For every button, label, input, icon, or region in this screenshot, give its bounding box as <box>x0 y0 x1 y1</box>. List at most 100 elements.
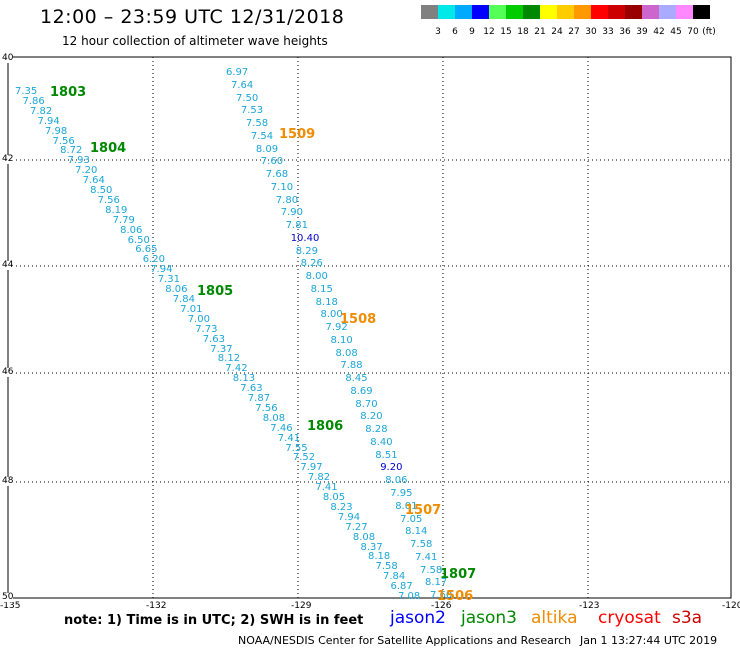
wave-height-value: 8.70 <box>355 398 378 410</box>
legend-swatch <box>438 5 455 19</box>
wave-height-value: 7.86 <box>22 95 45 107</box>
legend-label: 39 <box>636 27 648 37</box>
mission-altika: altika <box>531 608 578 628</box>
wave-height-value: 7.50 <box>236 92 259 104</box>
lon-tick-label: -135 <box>0 601 21 611</box>
wave-height-value: 7.93 <box>67 155 90 167</box>
map-frame <box>7 56 732 599</box>
lat-tick-label: 50 <box>2 592 14 602</box>
pass-time-label: 1805 <box>197 284 234 299</box>
lon-tick-label: -132 <box>146 601 167 611</box>
wave-height-value: 8.15 <box>310 283 333 295</box>
legend-label: 18 <box>517 27 529 37</box>
pass-time-label: 1509 <box>279 127 316 142</box>
wave-height-value: 8.23 <box>330 501 353 513</box>
legend-label: 45 <box>670 27 682 37</box>
wave-height-value: 7.90 <box>280 207 303 219</box>
legend-swatch <box>557 5 574 19</box>
legend-label: 3 <box>435 27 441 37</box>
wave-height-value: 8.06 <box>385 475 408 487</box>
wave-height-value: 7.88 <box>340 360 363 372</box>
wave-height-value: 9.20 <box>380 462 403 474</box>
legend-unit: (ft) <box>702 27 716 37</box>
wave-height-value: 8.40 <box>370 436 393 448</box>
wave-height-value: 8.09 <box>255 143 279 155</box>
legend-label: 36 <box>619 27 631 37</box>
legend-swatch <box>591 5 608 19</box>
footer-note: note: 1) Time is in UTC; 2) SWH is in fe… <box>64 613 364 628</box>
lon-tick-label: -123 <box>579 601 600 611</box>
wave-height-value: 7.92 <box>325 322 348 334</box>
legend-label: 24 <box>551 27 563 37</box>
wave-height-value: 7.84 <box>383 571 406 583</box>
page-subtitle: 12 hour collection of altimeter wave hei… <box>62 34 328 48</box>
wave-height-value: 8.13 <box>232 373 256 385</box>
legend-swatch <box>642 5 659 19</box>
wave-height-value: 8.00 <box>320 309 343 321</box>
legend-swatch <box>506 5 523 19</box>
wave-height-value: 8.51 <box>375 449 398 461</box>
wave-height-value: 7.41 <box>415 551 438 563</box>
wave-height-value: 8.14 <box>405 526 428 538</box>
wave-height-value: 8.19 <box>105 204 128 216</box>
wave-height-value: 8.12 <box>217 353 241 365</box>
generated-timestamp: Jan 1 13:27:44 UTC 2019 <box>580 634 718 647</box>
wave-height-value: 8.72 <box>60 145 83 157</box>
wave-height-value: 7.63 <box>202 333 225 345</box>
wave-height-value: 8.06 <box>120 224 143 236</box>
legend-swatch <box>489 5 506 19</box>
wave-height-value: 6.65 <box>135 244 158 256</box>
legend-swatch <box>421 5 438 19</box>
wave-height-value: 8.20 <box>360 411 383 423</box>
wave-height-value: 8.05 <box>322 492 346 503</box>
wave-height-value: 6.20 <box>142 254 165 266</box>
wave-height-value: 7.58 <box>245 118 269 129</box>
wave-height-value: 7.63 <box>240 383 263 395</box>
wave-height-value: 6.50 <box>127 234 150 246</box>
legend-swatch <box>659 5 676 19</box>
lat-tick-label: 46 <box>2 367 14 377</box>
wave-height-value: 8.69 <box>350 385 373 397</box>
legend-label: 6 <box>452 27 458 37</box>
pass-time-label: 1804 <box>90 141 127 156</box>
wave-height-value: 7.20 <box>75 165 98 177</box>
wave-height-value: 8.10 <box>330 334 353 346</box>
wave-height-value: 8.29 <box>295 245 318 257</box>
legend-label: 30 <box>585 27 597 37</box>
legend-label: 12 <box>483 27 495 37</box>
wave-height-value: 7.08 <box>398 591 421 602</box>
wave-height-value: 8.50 <box>90 185 113 196</box>
wave-height-value: 8.18 <box>368 551 391 563</box>
wave-height-value: 7.53 <box>240 105 264 117</box>
legend-label: 70 <box>687 27 699 37</box>
wave-height-value: 7.35 <box>15 86 38 97</box>
wave-height-value: 7.37 <box>210 343 233 355</box>
wave-height-value: 7.56 <box>52 135 75 147</box>
lat-tick-label: 48 <box>2 476 14 486</box>
wave-height-value: 7.95 <box>390 488 413 499</box>
wave-height-value: 7.80 <box>275 194 299 206</box>
wave-height-value: 7.05 <box>400 513 423 525</box>
wave-height-value: 7.54 <box>250 130 274 142</box>
legend-swatch <box>574 5 591 19</box>
wave-height-value: 7.46 <box>270 422 293 434</box>
wave-height-value: 7.79 <box>112 214 135 226</box>
wave-height-value: 7.82 <box>30 105 53 117</box>
legend-label: 21 <box>534 27 546 37</box>
wave-height-value: 7.84 <box>172 293 195 305</box>
wave-height-value: 8.18 <box>315 296 338 308</box>
wave-height-value: 7.58 <box>420 564 443 576</box>
pass-time-label: 1508 <box>340 312 377 327</box>
wave-height-value: 8.08 <box>352 531 376 543</box>
pass-time-label: 1507 <box>405 503 442 518</box>
wave-height-value: 7.27 <box>345 521 368 533</box>
lon-tick-label: -120 <box>722 601 740 611</box>
wave-height-value: 7.64 <box>231 79 254 91</box>
pass-time-label: 1807 <box>440 567 477 582</box>
legend-swatch <box>455 5 472 19</box>
mission-cryosat: cryosat <box>598 608 661 628</box>
wave-height-value: 7.55 <box>285 442 308 454</box>
legend-swatch <box>523 5 540 19</box>
wave-height-value: 7.98 <box>45 125 68 137</box>
